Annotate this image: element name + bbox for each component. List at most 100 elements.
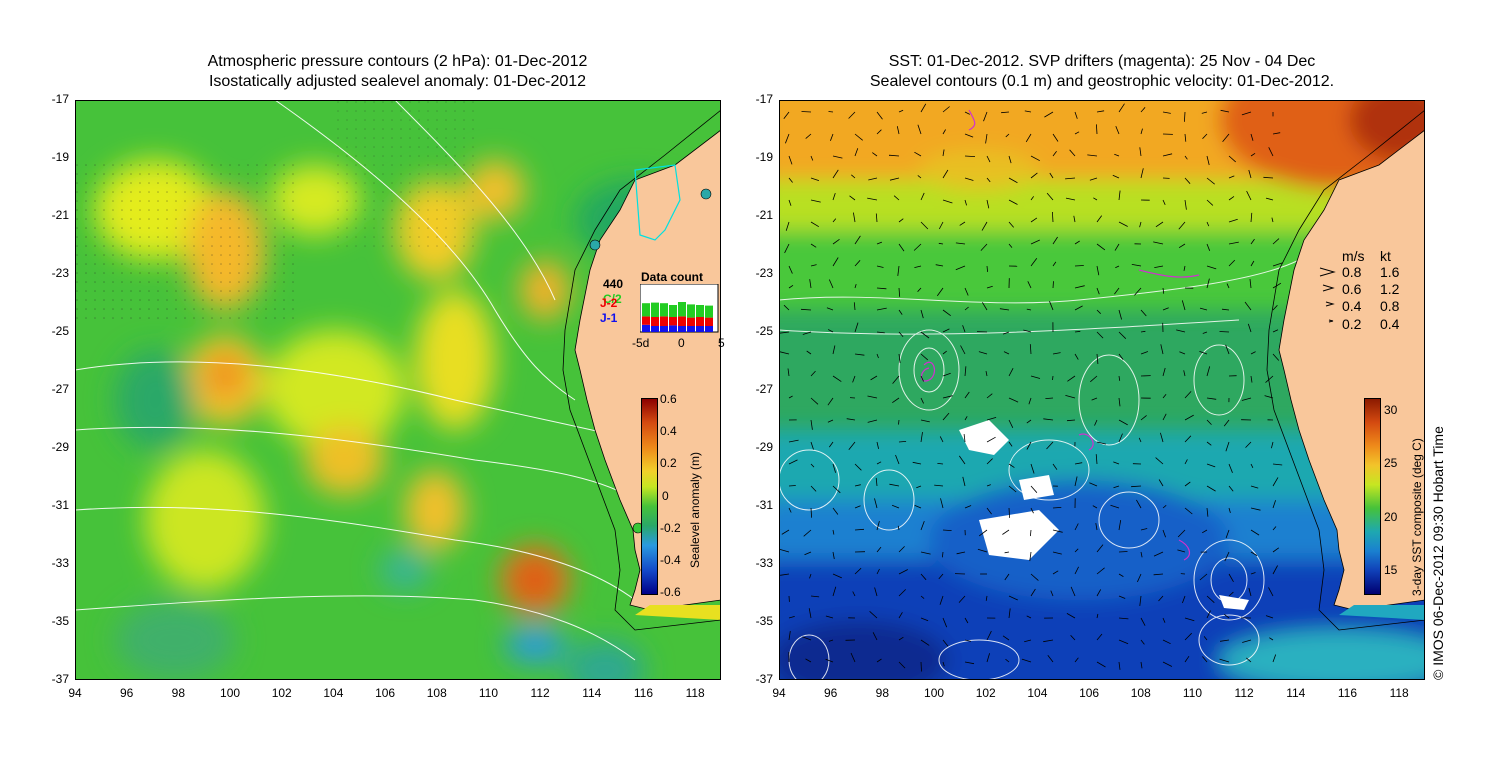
velocity-arrow <box>1206 610 1211 619</box>
velocity-arrow <box>854 528 865 531</box>
velocity-arrow <box>1184 481 1191 487</box>
velocity-arrow <box>1074 265 1084 267</box>
inset-bar <box>696 317 704 326</box>
left-map[interactable] <box>75 100 721 680</box>
velocity-arrow <box>1030 375 1041 379</box>
velocity-arrow <box>1160 432 1164 443</box>
velocity-arrow <box>1272 547 1280 553</box>
velocity-arrow <box>1206 485 1216 492</box>
velocity-arrow <box>1160 344 1164 355</box>
velocity-arrow <box>800 308 812 311</box>
velocity-arrow <box>942 551 944 558</box>
velocity-arrow <box>1228 573 1234 582</box>
velocity-arrow <box>898 309 903 315</box>
velocity-arrow <box>963 434 966 443</box>
velocity-arrow <box>1110 504 1120 509</box>
velocity-arrow <box>1069 149 1076 157</box>
velocity-arrow <box>920 192 925 201</box>
velocity-arrow <box>1268 587 1274 597</box>
velocity-arrow <box>1184 617 1195 622</box>
velocity-arrow <box>828 329 834 333</box>
velocity-arrow <box>1271 441 1274 449</box>
inset-bar <box>651 326 659 332</box>
velocity-arrow <box>1008 507 1010 518</box>
velocity-arrow <box>810 243 817 248</box>
velocity-arrow <box>1096 544 1104 553</box>
velocity-arrow <box>1074 111 1078 119</box>
velocity-arrow <box>846 418 856 421</box>
velocity-arrow <box>1046 192 1054 201</box>
velocity-arrow <box>854 567 862 575</box>
velocity-arrow <box>1140 661 1143 669</box>
velocity-arrow <box>876 568 880 575</box>
velocity-arrow <box>1272 654 1277 663</box>
velocity-arrow <box>1228 241 1239 245</box>
left-cbar-tick: -0.4 <box>660 553 681 567</box>
velocity-arrow <box>832 155 843 159</box>
velocity-arrow <box>1095 454 1098 465</box>
velocity-arrow <box>1184 177 1191 184</box>
speed-legend-ms: 0.4 <box>1342 298 1362 314</box>
velocity-arrow <box>1162 661 1173 667</box>
velocity-arrow <box>810 397 819 405</box>
velocity-arrow <box>980 243 988 251</box>
right-lon-tick: 100 <box>924 686 945 700</box>
velocity-arrow <box>832 586 837 597</box>
velocity-arrow <box>1250 375 1253 383</box>
velocity-arrow <box>1250 463 1254 468</box>
inset-xtick-1: 0 <box>678 336 685 350</box>
velocity-arrow <box>893 195 900 201</box>
velocity-arrow <box>1066 419 1076 422</box>
velocity-arrow <box>1008 199 1018 205</box>
velocity-arrow <box>964 639 972 642</box>
right-lat-tick: -17 <box>755 92 773 106</box>
velocity-arrow <box>1005 133 1010 138</box>
velocity-arrow <box>1073 215 1076 223</box>
velocity-arrow <box>1052 236 1058 245</box>
velocity-arrow <box>986 458 993 465</box>
velocity-arrow <box>1030 507 1034 514</box>
velocity-arrow <box>898 441 907 443</box>
velocity-arrow <box>942 106 950 113</box>
velocity-arrow <box>832 529 835 535</box>
velocity-arrow <box>1052 352 1061 355</box>
velocity-arrow <box>1228 507 1231 514</box>
right-lat-tick: -25 <box>755 324 773 338</box>
inset-bar <box>642 324 650 332</box>
velocity-arrow <box>1206 177 1215 185</box>
inset-bar <box>687 304 695 318</box>
velocity-arrow <box>964 155 976 157</box>
velocity-arrow <box>1184 155 1188 160</box>
velocity-arrow <box>1115 265 1120 269</box>
velocity-arrow <box>1093 197 1098 201</box>
velocity-arrow <box>960 345 966 355</box>
velocity-arrow <box>1228 218 1238 223</box>
velocity-arrow <box>1250 133 1254 141</box>
right-map[interactable] <box>779 100 1425 680</box>
velocity-arrow <box>1203 636 1208 641</box>
velocity-arrow <box>942 372 951 377</box>
velocity-arrow <box>986 285 993 289</box>
velocity-arrow <box>853 302 856 311</box>
velocity-arrow <box>964 617 969 624</box>
inset-title: Data count <box>641 270 704 284</box>
velocity-arrow <box>1008 463 1015 468</box>
velocity-arrow <box>891 504 900 509</box>
velocity-arrow <box>876 546 882 553</box>
svp-drifters <box>920 109 1200 561</box>
velocity-arrow <box>783 111 790 120</box>
velocity-arrow <box>1118 551 1128 553</box>
velocity-arrow <box>962 476 966 487</box>
velocity-arrow <box>1096 309 1101 314</box>
left-lon-tick: 96 <box>119 686 134 700</box>
velocity-arrow <box>1206 155 1210 166</box>
right-cbar-tick: 30 <box>1384 403 1398 417</box>
velocity-arrow <box>1096 567 1105 575</box>
velocity-arrow <box>981 221 988 231</box>
velocity-arrow <box>1052 375 1054 381</box>
inset-bar <box>660 303 668 317</box>
velocity-arrow <box>1052 133 1059 142</box>
left-lon-tick: 118 <box>685 686 705 700</box>
velocity-arrow <box>1140 107 1146 113</box>
left-lat-tick: -27 <box>51 382 69 396</box>
